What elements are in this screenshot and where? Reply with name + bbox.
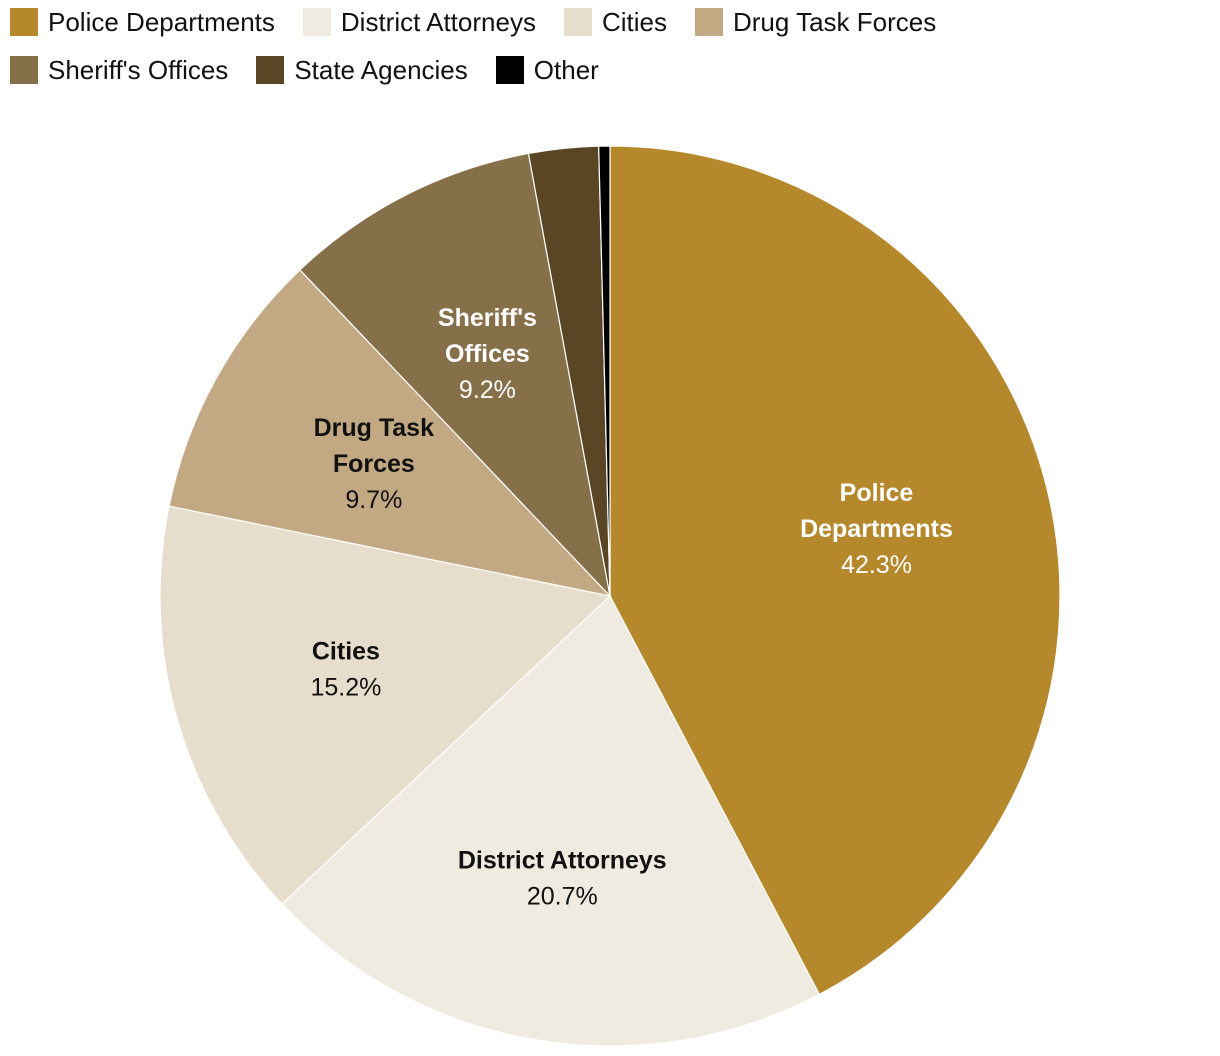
legend-label: District Attorneys [340, 7, 536, 37]
legend-item-other: Other [495, 54, 599, 86]
slice-value-label: 20.7% [527, 883, 598, 911]
legend: Police Departments District Attorneys Citi… [10, 6, 1210, 86]
slice-label-cities: Cities 15.2% [310, 638, 381, 702]
slice-label-district-attorneys: District Attorneys 20.7% [458, 847, 667, 911]
slice-value-label: 9.2% [459, 376, 516, 404]
slice-name-label: Police [840, 479, 914, 507]
legend-swatch [563, 8, 592, 36]
slice-name-label: Departments [800, 515, 953, 543]
slice-name-label: Cities [312, 638, 380, 666]
slice-value-label: 15.2% [310, 674, 381, 702]
slice-value-label: 42.3% [841, 551, 912, 579]
slice-name-label: Sheriff's [438, 304, 537, 332]
pie-slice-other [598, 145, 611, 597]
pie-slice-cities [159, 505, 612, 905]
pie-labels: Police Departments 42.3% District Attorneys… [310, 304, 952, 911]
legend-swatch [694, 8, 723, 36]
slice-name-label: Drug Task [314, 414, 434, 442]
legend-label: Sheriff's Offices [48, 55, 229, 85]
legend-swatch [495, 56, 524, 84]
legend-item-state-agencies: State Agencies [256, 54, 468, 86]
legend-swatch [256, 56, 285, 84]
legend-label: Drug Task Forces [732, 7, 937, 37]
legend-item-drug-task-forces: Drug Task Forces [694, 6, 937, 38]
legend-item-sheriff-s-offices: Sheriff's Offices [10, 54, 228, 86]
slice-label-police-departments: Police Departments 42.3% [800, 479, 953, 579]
legend-item-cities: Cities [563, 6, 667, 38]
legend-swatch [10, 56, 38, 84]
pie-slice-district-attorneys [281, 595, 821, 1047]
legend-item-district-attorneys: District Attorneys [302, 6, 536, 38]
legend-label: State Agencies [294, 55, 468, 85]
legend-label: Cities [601, 7, 667, 37]
pie-slice-sheriff-s-offices [299, 152, 611, 598]
slice-name-label: District Attorneys [458, 847, 667, 875]
legend-swatch [10, 8, 38, 36]
legend-item-police-departments: Police Departments [10, 6, 275, 38]
slice-label-drug-task-forces: Drug Task Forces 9.7% [314, 414, 434, 514]
slice-name-label: Offices [445, 340, 530, 368]
slice-name-label: Forces [333, 450, 415, 478]
slice-label-sheriff-s-offices: Sheriff's Offices 9.2% [438, 304, 537, 404]
legend-label: Other [533, 55, 599, 85]
legend-label: Police Departments [48, 7, 275, 37]
pie-slice-drug-task-forces [168, 269, 612, 597]
slice-value-label: 9.7% [345, 486, 402, 514]
legend-swatch [302, 8, 331, 36]
pie-slices [159, 145, 1061, 1047]
pie-slice-police-departments [609, 145, 1061, 996]
